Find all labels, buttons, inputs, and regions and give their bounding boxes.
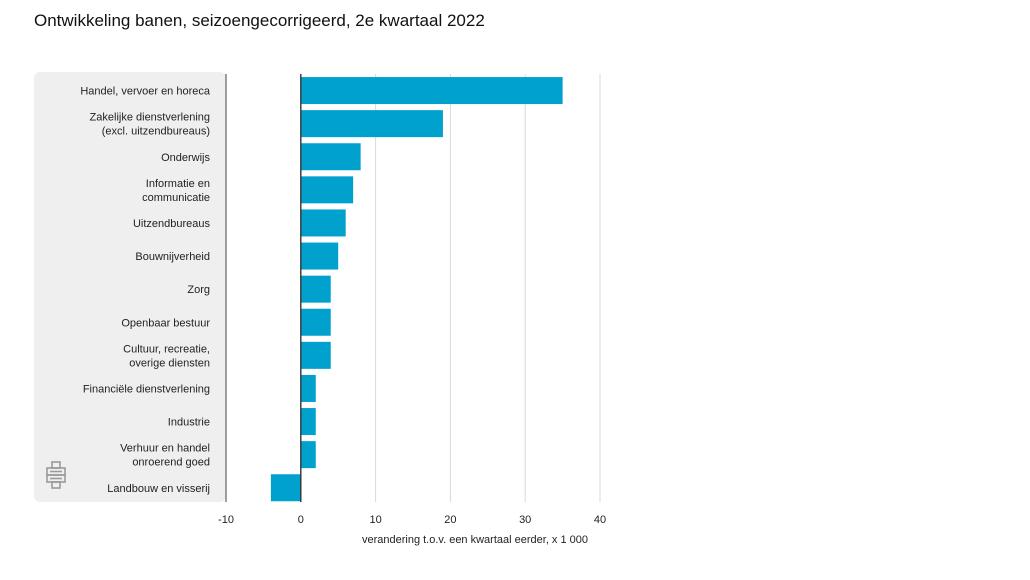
- bar: [300, 110, 443, 138]
- category-label: Uitzendbureaus: [133, 218, 211, 230]
- category-label: (excl. uitzendbureaus): [102, 126, 210, 138]
- category-label: Bouwnijverheid: [135, 251, 210, 263]
- category-label: Financiële dienstverlening: [83, 383, 210, 395]
- category-label: Handel, vervoer en horeca: [80, 86, 211, 98]
- category-label-panel: [34, 72, 226, 502]
- category-label: Cultuur, recreatie,: [123, 343, 210, 355]
- bar: [300, 408, 316, 436]
- bar: [300, 176, 354, 204]
- category-label: Onderwijs: [161, 152, 210, 164]
- x-tick-label: 30: [519, 514, 531, 526]
- category-label: Verhuur en handel: [120, 443, 210, 455]
- category-label: Zakelijke dienstverlening: [90, 112, 210, 124]
- category-label: communicatie: [142, 192, 210, 204]
- category-label: Industrie: [168, 417, 210, 429]
- category-label: Informatie en: [146, 178, 210, 190]
- bar: [300, 77, 563, 105]
- bar: [300, 374, 316, 402]
- bar: [300, 308, 331, 336]
- x-axis-label: verandering t.o.v. een kwartaal eerder, …: [361, 534, 589, 546]
- bar: [270, 474, 301, 502]
- bar: [300, 242, 339, 270]
- cbs-logo-icon: [46, 461, 66, 489]
- category-label: overige diensten: [129, 357, 210, 369]
- bar: [300, 275, 331, 303]
- x-tick-label: 20: [444, 514, 456, 526]
- chart-title: Ontwikkeling banen, seizoengecorrigeerd,…: [34, 11, 485, 30]
- bar: [300, 441, 316, 469]
- bar: [300, 143, 361, 171]
- x-tick-label: -10: [218, 514, 234, 526]
- category-label: onroerend goed: [132, 457, 210, 469]
- category-label: Zorg: [187, 284, 210, 296]
- x-tick-label: 0: [298, 514, 304, 526]
- category-label: Landbouw en visserij: [107, 483, 210, 495]
- bar: [300, 209, 346, 237]
- category-label: Openbaar bestuur: [121, 317, 210, 329]
- x-tick-label: 40: [594, 514, 606, 526]
- bar: [300, 341, 331, 369]
- x-tick-label: 10: [369, 514, 381, 526]
